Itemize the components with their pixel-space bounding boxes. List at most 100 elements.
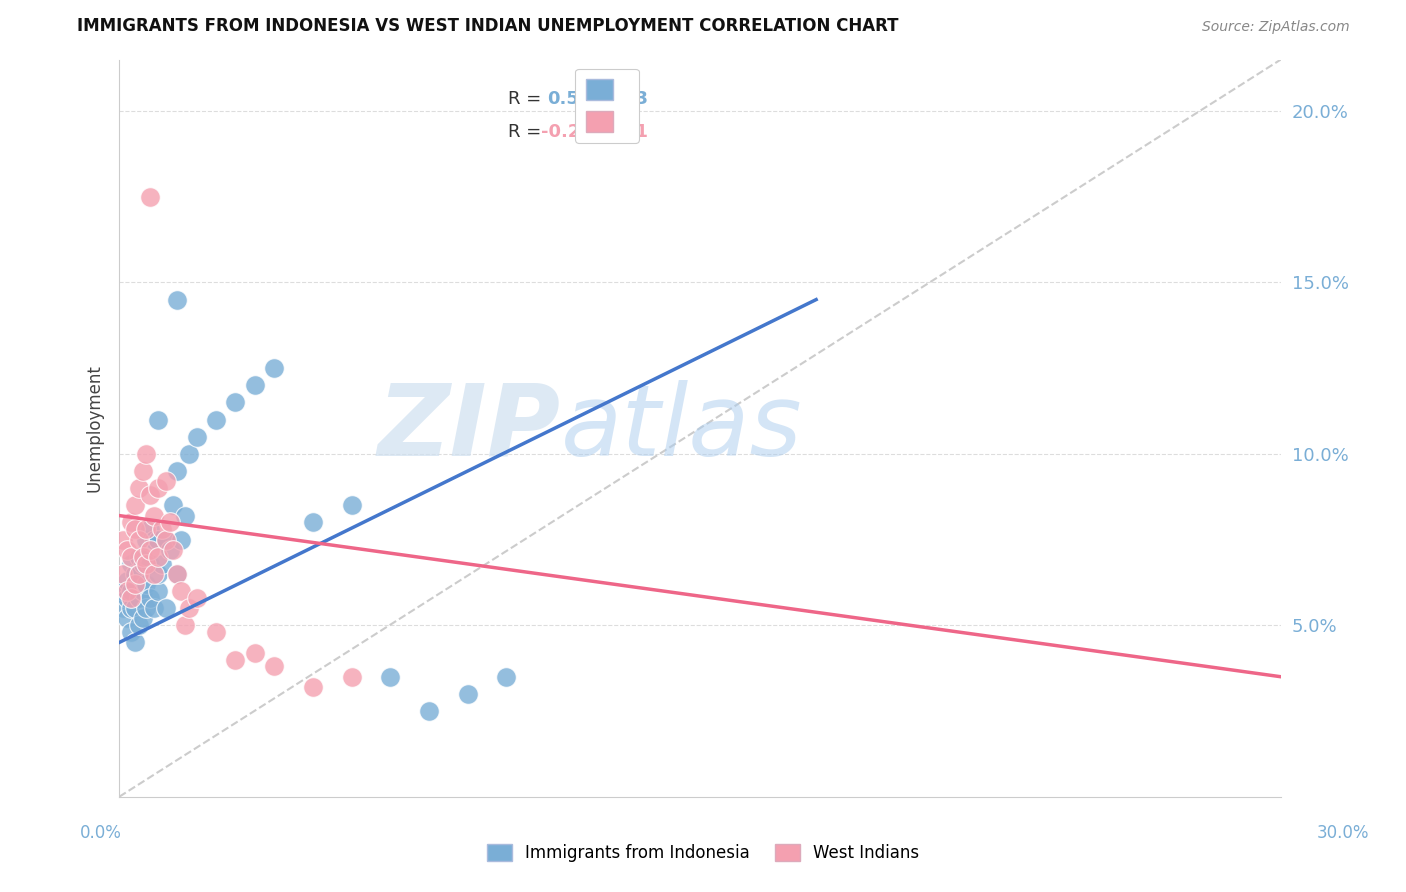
Point	[340, 498, 363, 512]
Point	[112, 533, 135, 547]
Point	[155, 533, 177, 547]
Point	[131, 549, 153, 564]
Point	[139, 522, 162, 536]
Point	[186, 591, 208, 605]
Point	[150, 557, 173, 571]
Point	[124, 577, 146, 591]
Text: atlas: atlas	[561, 380, 803, 476]
Point	[146, 549, 169, 564]
Point	[166, 293, 188, 307]
Point	[120, 625, 142, 640]
Point	[115, 611, 138, 625]
Point	[418, 704, 440, 718]
Point	[155, 601, 177, 615]
Point	[166, 566, 188, 581]
Point	[128, 481, 150, 495]
Text: 30.0%: 30.0%	[1316, 824, 1369, 842]
Point	[159, 516, 181, 530]
Text: IMMIGRANTS FROM INDONESIA VS WEST INDIAN UNEMPLOYMENT CORRELATION CHART: IMMIGRANTS FROM INDONESIA VS WEST INDIAN…	[77, 17, 898, 35]
Point	[340, 670, 363, 684]
Point	[139, 591, 162, 605]
Text: R =: R =	[509, 90, 553, 108]
Point	[124, 635, 146, 649]
Point	[128, 618, 150, 632]
Point	[124, 522, 146, 536]
Point	[115, 542, 138, 557]
Point	[131, 557, 153, 571]
Point	[302, 680, 325, 694]
Point	[159, 542, 181, 557]
Point	[135, 533, 157, 547]
Point	[186, 430, 208, 444]
Point	[115, 584, 138, 599]
Point	[139, 542, 162, 557]
Point	[135, 577, 157, 591]
Point	[143, 508, 166, 523]
Text: ZIP: ZIP	[378, 380, 561, 476]
Point	[224, 652, 246, 666]
Point	[128, 533, 150, 547]
Point	[205, 625, 228, 640]
Point	[174, 508, 197, 523]
Point	[139, 557, 162, 571]
Point	[131, 584, 153, 599]
Point	[120, 584, 142, 599]
Point	[139, 488, 162, 502]
Text: N =: N =	[592, 90, 644, 108]
Point	[177, 601, 200, 615]
Point	[128, 591, 150, 605]
Point	[124, 498, 146, 512]
Point	[146, 481, 169, 495]
Point	[146, 566, 169, 581]
Point	[146, 584, 169, 599]
Text: -0.286: -0.286	[541, 123, 606, 141]
Point	[143, 601, 166, 615]
Point	[128, 549, 150, 564]
Point	[166, 464, 188, 478]
Point	[155, 475, 177, 489]
Point	[243, 378, 266, 392]
Point	[112, 601, 135, 615]
Point	[457, 687, 479, 701]
Point	[170, 584, 193, 599]
Legend: Immigrants from Indonesia, West Indians: Immigrants from Indonesia, West Indians	[478, 836, 928, 871]
Point	[143, 566, 166, 581]
Text: 0.568: 0.568	[547, 90, 603, 108]
Point	[243, 646, 266, 660]
Point	[263, 361, 285, 376]
Point	[124, 601, 146, 615]
Text: R =: R =	[509, 123, 547, 141]
Point	[170, 533, 193, 547]
Point	[166, 566, 188, 581]
Y-axis label: Unemployment: Unemployment	[86, 364, 103, 492]
Legend: , : ,	[575, 69, 638, 143]
Point	[120, 549, 142, 564]
Point	[112, 566, 135, 581]
Text: 53: 53	[623, 90, 648, 108]
Point	[146, 533, 169, 547]
Text: 41: 41	[623, 123, 648, 141]
Point	[205, 412, 228, 426]
Point	[120, 591, 142, 605]
Point	[120, 557, 142, 571]
Text: N =: N =	[592, 123, 644, 141]
Point	[177, 447, 200, 461]
Point	[162, 498, 184, 512]
Point	[150, 522, 173, 536]
Point	[302, 516, 325, 530]
Point	[135, 557, 157, 571]
Point	[162, 542, 184, 557]
Point	[128, 566, 150, 581]
Point	[120, 601, 142, 615]
Point	[224, 395, 246, 409]
Point	[115, 574, 138, 588]
Point	[112, 584, 135, 599]
Point	[380, 670, 402, 684]
Point	[146, 412, 169, 426]
Text: 0.0%: 0.0%	[80, 824, 122, 842]
Point	[135, 522, 157, 536]
Point	[131, 611, 153, 625]
Point	[263, 659, 285, 673]
Point	[495, 670, 517, 684]
Text: Source: ZipAtlas.com: Source: ZipAtlas.com	[1202, 21, 1350, 34]
